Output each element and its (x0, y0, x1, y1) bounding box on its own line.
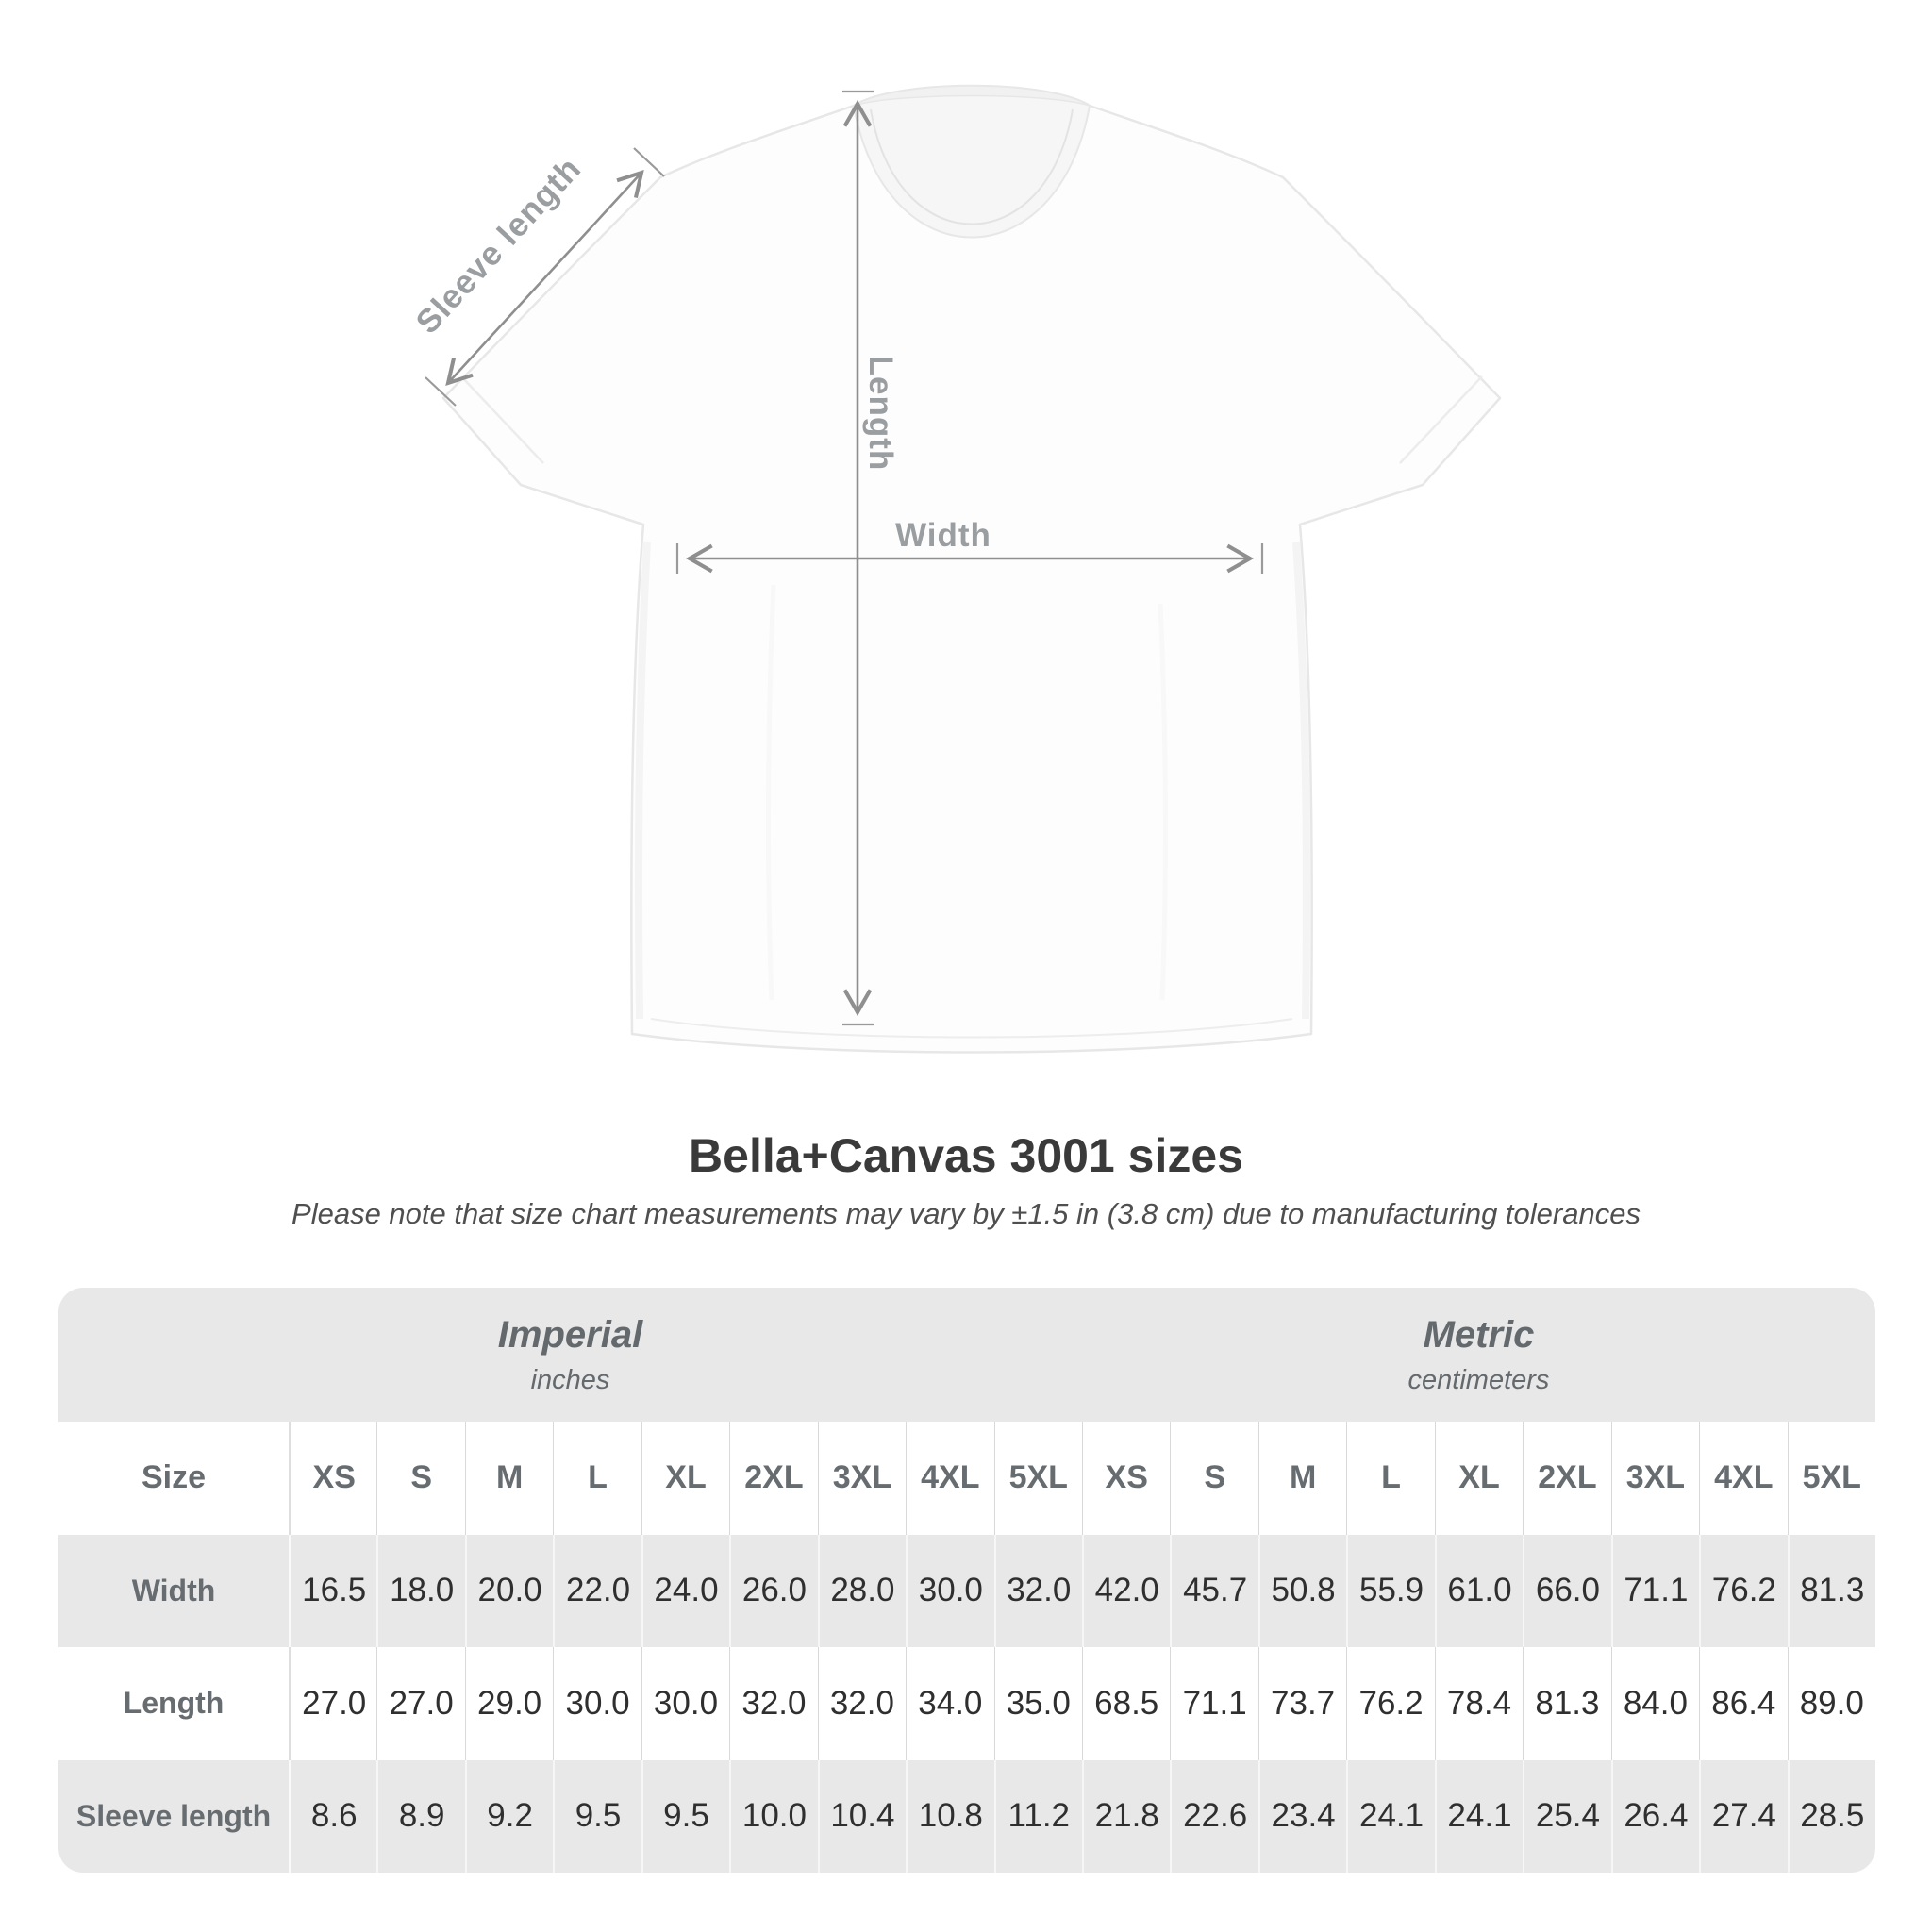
table-cell: 30.0 (906, 1534, 993, 1647)
table-row-sleeve-length: Sleeve length 8.6 8.9 9.2 9.5 9.5 10.0 1… (58, 1759, 1875, 1873)
size-corner-label: Size (141, 1459, 207, 1496)
table-cell: 73.7 (1257, 1647, 1346, 1760)
table-cell: 32.0 (817, 1647, 906, 1760)
table-cell: 66.0 (1523, 1534, 1610, 1647)
table-cell: 61.0 (1434, 1534, 1523, 1647)
table-cell: 23.4 (1257, 1759, 1346, 1873)
tolerance-note: Please note that size chart measurements… (291, 1197, 1641, 1230)
table-cell: 25.4 (1523, 1759, 1610, 1873)
table-cell: 30.0 (553, 1647, 641, 1760)
size-col-header: 2XL (729, 1422, 817, 1535)
metric-header: Metric centimeters (1082, 1288, 1875, 1422)
row-label: Width (131, 1573, 216, 1607)
size-table: Imperial inches Metric centimeters Size … (58, 1288, 1875, 1873)
metric-header-unit: centimeters (1407, 1364, 1550, 1395)
table-cell: 27.0 (376, 1647, 464, 1760)
caption-block: Bella+Canvas 3001 sizes Please note that… (0, 1130, 1932, 1231)
table-cell: 9.5 (641, 1759, 729, 1873)
table-cell: 71.1 (1610, 1534, 1699, 1647)
table-cell: 26.0 (729, 1534, 817, 1647)
table-cell: 10.0 (729, 1759, 817, 1873)
table-cell: 84.0 (1610, 1647, 1699, 1760)
table-cell: 27.0 (289, 1647, 376, 1760)
length-dimension-arrow: Length (842, 90, 899, 1026)
tshirt-figure: Length Width Sleeve length (408, 84, 1502, 1054)
size-col-header: S (376, 1422, 464, 1535)
table-cell: 11.2 (993, 1759, 1082, 1873)
row-label: Sleeve length (75, 1798, 272, 1833)
row-label: Length (123, 1686, 225, 1721)
size-col-header: L (1346, 1422, 1434, 1535)
table-row-length: Length 27.0 27.0 29.0 30.0 30.0 32.0 32.… (58, 1647, 1875, 1760)
table-row-width: Width 16.5 18.0 20.0 22.0 24.0 26.0 28.0… (58, 1534, 1875, 1647)
table-cell: 20.0 (464, 1534, 553, 1647)
table-cell: 35.0 (993, 1647, 1082, 1760)
size-col-header: 2XL (1523, 1422, 1610, 1535)
table-cell: 24.1 (1434, 1759, 1523, 1873)
table-cell: 24.1 (1346, 1759, 1434, 1873)
table-cell: 8.9 (376, 1759, 464, 1873)
table-cell: 27.4 (1699, 1759, 1787, 1873)
table-cell: 45.7 (1170, 1534, 1257, 1647)
size-col-header: L (553, 1422, 641, 1535)
table-cell: 50.8 (1257, 1534, 1346, 1647)
page-title: Bella+Canvas 3001 sizes (689, 1129, 1243, 1182)
size-col-header: XS (289, 1422, 376, 1535)
table-cell: 26.4 (1610, 1759, 1699, 1873)
table-cell: 8.6 (289, 1759, 376, 1873)
table-cell: 71.1 (1170, 1647, 1257, 1760)
size-col-header: 3XL (817, 1422, 906, 1535)
table-cell: 30.0 (641, 1647, 729, 1760)
size-col-header: XL (1434, 1422, 1523, 1535)
table-cell: 32.0 (993, 1534, 1082, 1647)
table-cell: 22.0 (553, 1534, 641, 1647)
size-col-header: 4XL (1699, 1422, 1787, 1535)
table-cell: 16.5 (289, 1534, 376, 1647)
size-col-header: XS (1081, 1422, 1170, 1535)
table-cell: 55.9 (1346, 1534, 1434, 1647)
size-col-header: 5XL (1787, 1422, 1875, 1535)
size-col-header: M (464, 1422, 553, 1535)
size-col-header: M (1257, 1422, 1346, 1535)
unit-header-row: Imperial inches Metric centimeters (58, 1288, 1875, 1422)
length-label: Length (862, 356, 899, 472)
metric-header-name: Metric (1423, 1313, 1535, 1356)
size-col-header: S (1170, 1422, 1257, 1535)
table-cell: 34.0 (906, 1647, 993, 1760)
imperial-header-name: Imperial (497, 1313, 643, 1356)
width-dimension-arrow: Width (675, 517, 1264, 574)
table-cell: 42.0 (1081, 1534, 1170, 1647)
table-cell: 86.4 (1699, 1647, 1787, 1760)
table-cell: 9.2 (464, 1759, 553, 1873)
imperial-header-unit: inches (530, 1364, 610, 1395)
table-cell: 10.4 (817, 1759, 906, 1873)
table-cell: 22.6 (1170, 1759, 1257, 1873)
table-cell: 81.3 (1523, 1647, 1610, 1760)
size-col-header: 3XL (1610, 1422, 1699, 1535)
table-cell: 21.8 (1081, 1759, 1170, 1873)
table-cell: 9.5 (553, 1759, 641, 1873)
table-cell: 89.0 (1787, 1647, 1875, 1760)
table-cell: 76.2 (1346, 1647, 1434, 1760)
table-cell: 10.8 (906, 1759, 993, 1873)
table-cell: 18.0 (376, 1534, 464, 1647)
table-cell: 28.5 (1787, 1759, 1875, 1873)
table-cell: 32.0 (729, 1647, 817, 1760)
size-header-row: Size XS S M L XL 2XL 3XL 4XL 5XL XS S M … (58, 1422, 1875, 1535)
size-col-header: XL (641, 1422, 729, 1535)
size-col-header: 5XL (993, 1422, 1082, 1535)
table-cell: 81.3 (1787, 1534, 1875, 1647)
table-cell: 68.5 (1081, 1647, 1170, 1760)
table-cell: 76.2 (1699, 1534, 1787, 1647)
tshirt-illustration (441, 84, 1502, 1054)
table-cell: 24.0 (641, 1534, 729, 1647)
size-col-header: 4XL (906, 1422, 993, 1535)
table-cell: 28.0 (817, 1534, 906, 1647)
tshirt-figure-svg: Length Width Sleeve length (408, 84, 1502, 1054)
width-label: Width (895, 517, 991, 554)
table-cell: 29.0 (464, 1647, 553, 1760)
table-cell: 78.4 (1434, 1647, 1523, 1760)
imperial-header: Imperial inches (58, 1288, 1082, 1422)
